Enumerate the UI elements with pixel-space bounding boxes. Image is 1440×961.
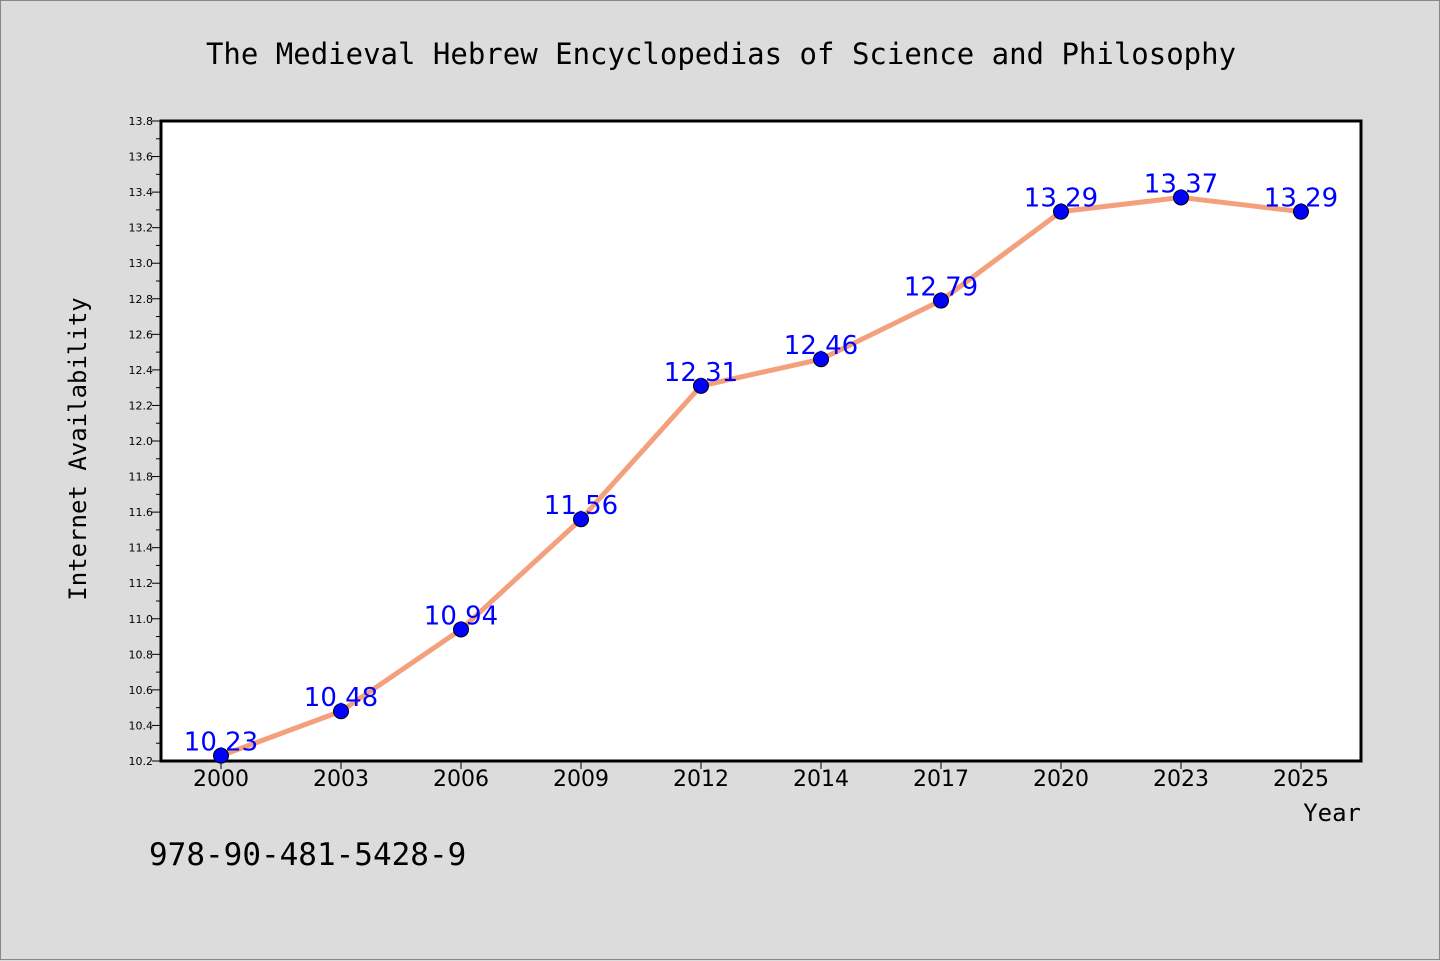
x-tick-label: 2000 (193, 767, 249, 792)
data-point (333, 703, 349, 720)
y-tick-label: 13.2 (129, 222, 154, 235)
x-tick-label: 2014 (793, 767, 849, 792)
y-tick-label: 13.8 (129, 115, 154, 128)
data-label: 12.31 (664, 358, 738, 388)
data-label: 11.56 (544, 491, 618, 521)
y-tick-label: 12.8 (129, 293, 154, 306)
x-tick-label: 2006 (433, 767, 489, 792)
x-axis: 2000 2003 2006 2009 2012 2014 2017 2020 2023 2025 (193, 761, 1329, 792)
y-tick-label: 13.4 (129, 186, 154, 199)
x-tick-label: 2009 (553, 767, 609, 792)
y-axis: 10.2 10.4 10.6 10.8 11.0 11.2 11.4 11.6 11.8 12.0… (129, 115, 161, 768)
x-tick-label: 2020 (1033, 767, 1089, 792)
y-tick-label: 11.6 (129, 506, 154, 519)
data-point (813, 351, 829, 368)
x-axis-label: Year (1303, 799, 1361, 827)
data-label: 13.29 (1264, 184, 1338, 214)
data-point (1173, 189, 1189, 206)
data-point (213, 747, 229, 764)
y-tick-label: 12.0 (129, 435, 154, 448)
y-tick-label: 11.4 (129, 542, 154, 555)
y-tick-label: 10.2 (129, 755, 154, 768)
data-point (573, 511, 589, 528)
data-label: 10.23 (184, 728, 258, 758)
data-label: 13.37 (1144, 169, 1218, 199)
data-point (453, 621, 469, 638)
series-line: 10.23 10.48 10.94 11.56 12.31 12.46 12.79 13.29… (184, 169, 1338, 764)
data-point (693, 377, 709, 394)
y-tick-label: 13.0 (129, 257, 154, 270)
plot-area (159, 119, 1363, 763)
data-label: 12.46 (784, 331, 858, 361)
y-tick-label: 11.0 (129, 613, 154, 626)
y-axis-label: Internet Availability (64, 297, 92, 600)
x-tick-label: 2023 (1153, 767, 1209, 792)
data-label: 13.29 (1024, 184, 1098, 214)
data-label: 10.48 (304, 683, 378, 713)
data-label: 12.79 (904, 273, 978, 303)
data-point (1293, 203, 1309, 220)
isbn-text: 978-90-481-5428-9 (149, 837, 466, 873)
y-tick-label: 10.8 (129, 648, 154, 661)
y-tick-label: 12.2 (129, 399, 154, 412)
data-point (1053, 203, 1069, 220)
y-tick-label: 12.4 (129, 364, 154, 377)
chart-title: The Medieval Hebrew Encyclopedias of Sci… (206, 37, 1236, 71)
y-tick-label: 11.8 (129, 471, 154, 484)
x-tick-label: 2025 (1273, 767, 1329, 792)
y-tick-label: 10.4 (129, 719, 154, 732)
x-tick-label: 2003 (313, 767, 369, 792)
series-polyline (220, 194, 1302, 759)
y-tick-label: 12.6 (129, 328, 154, 341)
y-tick-label: 13.6 (129, 151, 154, 164)
y-tick-label: 10.6 (129, 684, 154, 697)
data-point (933, 292, 949, 309)
x-tick-label: 2017 (913, 767, 969, 792)
y-tick-label: 11.2 (129, 577, 154, 590)
x-tick-label: 2012 (673, 767, 729, 792)
data-label: 10.94 (424, 601, 498, 631)
